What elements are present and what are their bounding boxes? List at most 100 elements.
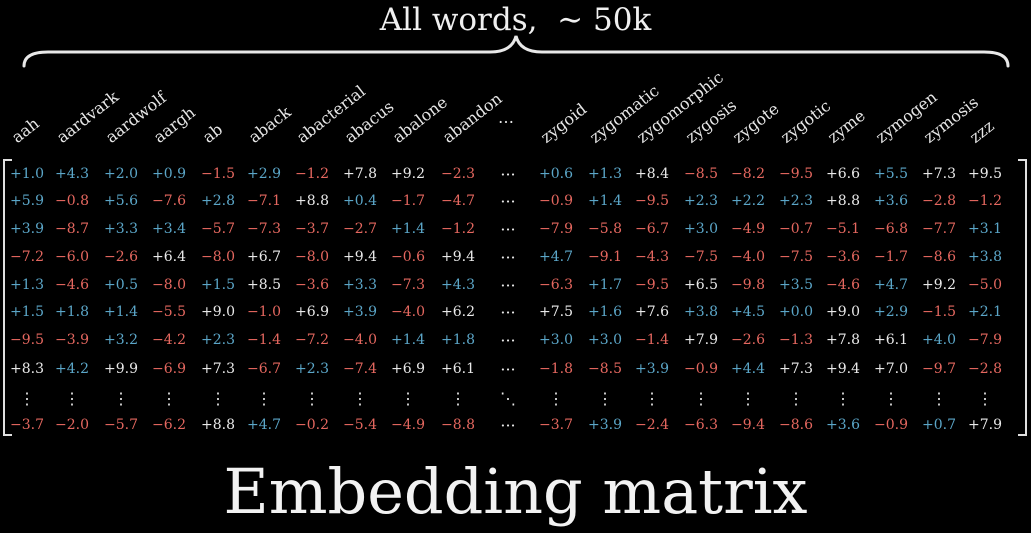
matrix-cell: +2.3 (295, 361, 329, 377)
matrix-cell: −5.8 (588, 221, 622, 237)
matrix-cell: +1.5 (201, 277, 235, 293)
matrix-cell: −3.7 (539, 417, 573, 433)
matrix-cell: −1.5 (201, 166, 235, 182)
matrix-cell: −7.3 (391, 277, 425, 293)
matrix-cell: +4.2 (55, 361, 89, 377)
matrix-cell: +4.3 (55, 166, 89, 182)
matrix-cell: −1.0 (247, 304, 281, 320)
ellipsis: ⋮ (883, 389, 899, 408)
matrix-cell: +1.4 (588, 193, 622, 209)
matrix-cell: −8.0 (201, 249, 235, 265)
matrix-cell: +3.6 (826, 417, 860, 433)
matrix-cell: +6.9 (295, 304, 329, 320)
matrix-cell: +3.2 (104, 332, 138, 348)
matrix-cell: +0.6 (539, 166, 573, 182)
matrix-cell: +7.5 (539, 304, 573, 320)
matrix-cell: −6.3 (539, 277, 573, 293)
matrix-cell: +3.0 (539, 332, 573, 348)
matrix-cell: +6.1 (441, 361, 475, 377)
matrix-cell: −2.8 (922, 193, 956, 209)
matrix-cell: −9.5 (779, 166, 813, 182)
matrix-cell: +2.9 (247, 166, 281, 182)
matrix-cell: +4.7 (539, 249, 573, 265)
matrix-cell: −7.5 (684, 249, 718, 265)
ellipsis: ··· (500, 220, 516, 239)
matrix-cell: +6.9 (391, 361, 425, 377)
matrix-cell: +7.3 (201, 361, 235, 377)
matrix-cell: −1.3 (779, 332, 813, 348)
matrix-cell: −4.0 (391, 304, 425, 320)
matrix-cell: −9.1 (588, 249, 622, 265)
matrix-cell: +7.9 (684, 332, 718, 348)
matrix-cell: +2.8 (201, 193, 235, 209)
matrix-cell: −4.6 (55, 277, 89, 293)
matrix-cell: +1.3 (588, 166, 622, 182)
matrix-cell: −4.6 (826, 277, 860, 293)
matrix-cell: −8.7 (55, 221, 89, 237)
matrix-cell: +0.7 (922, 417, 956, 433)
vocabulary-size-label: All words, ∼ 50k (379, 2, 652, 38)
matrix-cell: +5.6 (104, 193, 138, 209)
matrix-cell: −5.1 (826, 221, 860, 237)
matrix-cell: +8.8 (295, 193, 329, 209)
matrix-cell: −0.7 (779, 221, 813, 237)
ellipsis: ··· (500, 192, 516, 211)
matrix-cell: −0.9 (684, 361, 718, 377)
matrix-cell: +7.3 (779, 361, 813, 377)
matrix-cell: +6.6 (826, 166, 860, 182)
matrix-cell: +2.3 (201, 332, 235, 348)
matrix-cell: −7.2 (10, 249, 44, 265)
ellipsis: ··· (500, 276, 516, 295)
matrix-cell: −9.5 (10, 332, 44, 348)
matrix-cell: −7.9 (539, 221, 573, 237)
matrix-cell: +7.8 (826, 332, 860, 348)
matrix-cell: −7.5 (779, 249, 813, 265)
matrix-cell: +9.5 (968, 166, 1002, 182)
matrix-cell: +9.0 (201, 304, 235, 320)
matrix-cell: +1.0 (10, 166, 44, 182)
matrix-cell: −1.2 (968, 193, 1002, 209)
ellipsis: ⋮ (835, 389, 851, 408)
matrix-cell: +4.7 (247, 417, 281, 433)
ellipsis: ⋮ (977, 389, 993, 408)
matrix-cell: +0.0 (779, 304, 813, 320)
matrix-cell: +1.8 (55, 304, 89, 320)
matrix-cell: −3.6 (295, 277, 329, 293)
matrix-cell: +8.8 (826, 193, 860, 209)
matrix-cell: +7.8 (343, 166, 377, 182)
matrix-cell: −6.9 (152, 361, 186, 377)
matrix-cell: −4.9 (391, 417, 425, 433)
ellipsis: ⋮ (400, 389, 416, 408)
ellipsis: ··· (500, 303, 516, 322)
matrix-cell: +3.8 (684, 304, 718, 320)
matrix-cell: +9.2 (922, 277, 956, 293)
matrix-cell: +6.4 (152, 249, 186, 265)
matrix-cell: +9.4 (441, 249, 475, 265)
ellipsis: ⋮ (256, 389, 272, 408)
matrix-cell: +3.0 (588, 332, 622, 348)
right-bracket (1018, 159, 1027, 436)
matrix-cell: +0.5 (104, 277, 138, 293)
matrix-cell: −4.0 (343, 332, 377, 348)
matrix-cell: −9.8 (731, 277, 765, 293)
ellipsis: ··· (500, 331, 516, 350)
matrix-cell: −1.4 (247, 332, 281, 348)
matrix-cell: −3.6 (826, 249, 860, 265)
ellipsis: ⋮ (19, 389, 35, 408)
matrix-cell: −1.8 (539, 361, 573, 377)
matrix-cell: +2.0 (104, 166, 138, 182)
embedding-matrix: +1.0 +4.3 +2.0 +0.9 −1.5 +2.9 −1.2 +7.8 +9.2 −2.3… (3, 159, 1027, 436)
matrix-cell: −4.2 (152, 332, 186, 348)
matrix-cell: −6.7 (247, 361, 281, 377)
matrix-cell: +3.3 (104, 221, 138, 237)
matrix-cell: +5.5 (874, 166, 908, 182)
matrix-cell: −4.9 (731, 221, 765, 237)
matrix-cell: +3.0 (684, 221, 718, 237)
matrix-cell: −8.0 (152, 277, 186, 293)
ellipsis: ⋮ (740, 389, 756, 408)
matrix-cell: −8.6 (922, 249, 956, 265)
matrix-cell: −5.5 (152, 304, 186, 320)
matrix-cell: +1.4 (104, 304, 138, 320)
matrix-cell: −8.2 (731, 166, 765, 182)
ellipsis: ··· (500, 165, 516, 184)
